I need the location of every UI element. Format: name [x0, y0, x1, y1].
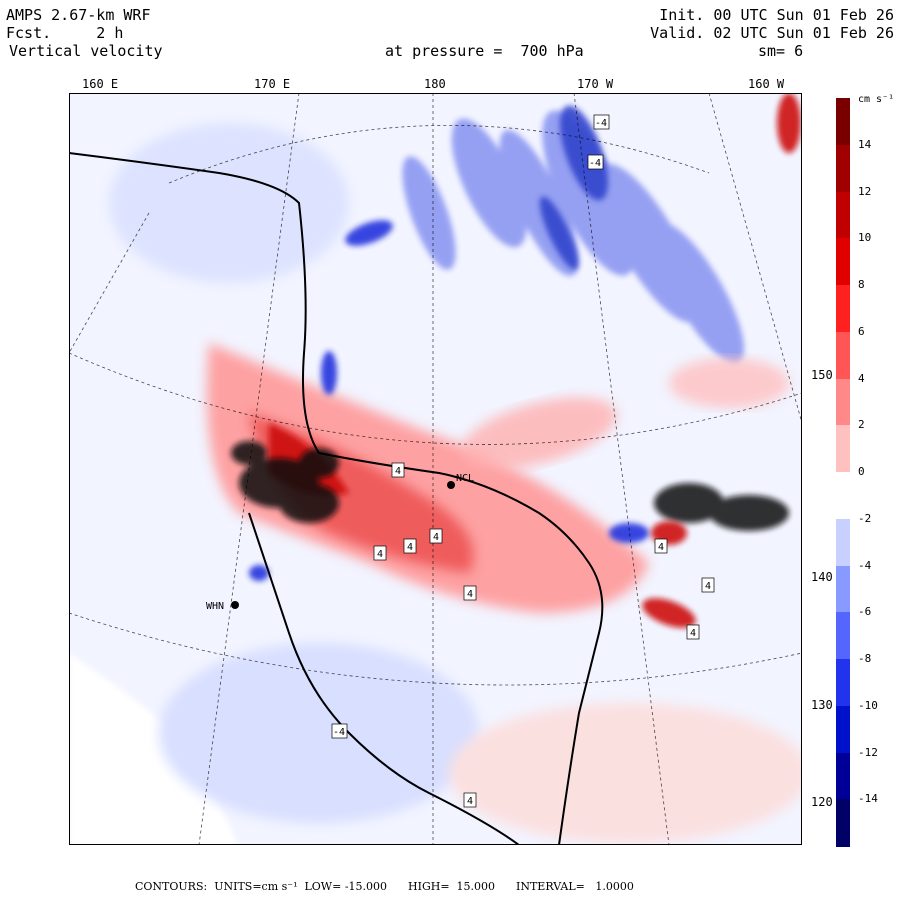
svg-text:-4: -4 — [333, 727, 345, 738]
colorbar-tick-label: -14 — [858, 792, 878, 806]
station-ncl-marker — [447, 481, 455, 489]
forecast-hour: Fcst. 2 h — [6, 24, 124, 42]
lon-label-180: 180 — [424, 77, 446, 91]
colorbar-tick-label: -8 — [858, 652, 872, 665]
colorbar-tick-label: -2 — [858, 511, 872, 525]
contour-label: 4 — [403, 538, 417, 554]
valid-time: Valid. 02 UTC Sun 01 Feb 26 — [650, 24, 894, 42]
colorbar-tick-label: 0 — [858, 465, 865, 478]
svg-text:4: 4 — [467, 589, 473, 600]
contour-label: 4 — [391, 462, 405, 478]
contour-label: -4 — [587, 154, 604, 170]
svg-text:4: 4 — [658, 542, 664, 553]
lon-label-170e: 170 E — [254, 77, 291, 91]
colorbar-segment — [836, 518, 850, 566]
model-title: AMPS 2.67-km WRF — [6, 6, 151, 24]
svg-text:-4: -4 — [595, 118, 607, 129]
contour-info: CONTOURS: UNITS=cm s⁻¹ LOW= -15.000 HIGH… — [135, 880, 634, 893]
svg-text:-4: -4 — [589, 158, 601, 169]
contour-label: -4 — [593, 114, 610, 130]
lon-label-160e: 160 E — [82, 77, 119, 91]
colorbar-tick-label: 4 — [858, 371, 865, 385]
colorbar-segment — [836, 472, 850, 520]
svg-text:4: 4 — [705, 581, 711, 592]
svg-text:4: 4 — [467, 796, 473, 807]
contour-label: 4 — [373, 545, 387, 561]
colorbar-tick-label: 8 — [858, 278, 865, 291]
colorbar-segment — [836, 238, 850, 286]
contour-label: 4 — [429, 528, 443, 544]
colorbar-segment — [836, 565, 850, 613]
contour-label: 4 — [701, 577, 715, 593]
colorbar-tick-label: 2 — [858, 418, 865, 432]
colorbar-unit: cm s⁻¹ — [858, 94, 895, 105]
contour-label: 4 — [463, 585, 477, 601]
station-whn-label: WHN — [206, 601, 224, 612]
colorbar-segment — [836, 425, 850, 473]
colorbar-segment — [836, 378, 850, 426]
station-whn-marker — [231, 601, 239, 609]
colorbar-tick-label: -10 — [858, 698, 878, 712]
colorbar-tick-label: 12 — [858, 184, 872, 198]
svg-text:4: 4 — [377, 549, 383, 560]
init-time: Init. 00 UTC Sun 01 Feb 26 — [659, 6, 894, 24]
colorbar-segment — [836, 331, 850, 379]
contour-label: -4 — [331, 723, 348, 739]
colorbar-segment — [836, 144, 850, 192]
svg-text:4: 4 — [407, 542, 413, 553]
smoothing: sm= 6 — [758, 42, 804, 60]
colorbar-segment — [836, 752, 850, 800]
svg-text:4: 4 — [395, 466, 401, 477]
colorbar-segment — [836, 705, 850, 753]
field-name: Vertical velocity — [9, 42, 163, 60]
contour-label: 4 — [686, 624, 700, 640]
colorbar-segment — [836, 612, 850, 660]
contour-label: 4 — [463, 792, 477, 808]
svg-text:4: 4 — [690, 628, 696, 639]
colorbar-tick-label: 14 — [858, 137, 872, 151]
lon-label-170w: 170 W — [577, 77, 614, 91]
pressure-level: at pressure = 700 hPa — [385, 42, 584, 60]
colorbar-segment — [836, 659, 850, 707]
colorbar-segment — [836, 285, 850, 333]
colorbar-segment — [836, 799, 850, 847]
vertical-velocity-map: NCL WHN 4 4 4 4 4 4 4 4 4 -4 -4 -4 — [69, 93, 802, 845]
contour-label: 4 — [654, 538, 668, 554]
colorbar — [836, 98, 850, 847]
station-ncl-label: NCL — [456, 473, 474, 484]
colorbar-tick-label: -6 — [858, 605, 872, 619]
lon-label-160w: 160 W — [748, 77, 785, 91]
colorbar-tick-label: -4 — [858, 558, 872, 572]
colorbar-tick-label: 6 — [858, 324, 865, 338]
colorbar-segment — [836, 98, 850, 146]
colorbar-segment — [836, 191, 850, 239]
svg-text:4: 4 — [433, 532, 439, 543]
colorbar-tick-label: -12 — [858, 745, 878, 759]
colorbar-tick-label: 10 — [858, 231, 872, 245]
